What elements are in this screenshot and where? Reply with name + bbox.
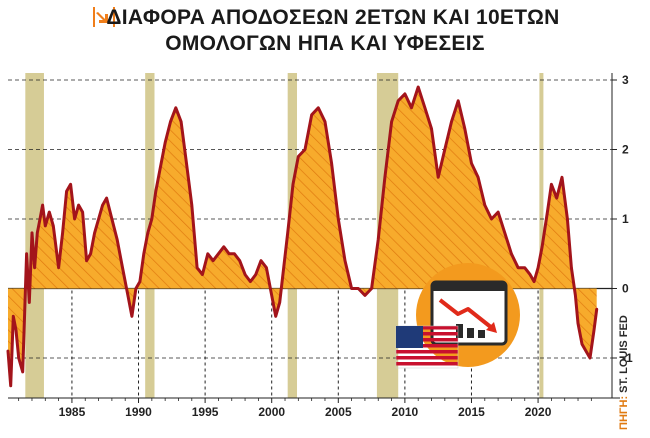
chart-plot: 3 2 1 0 -1 1985 1990 1995 2000 2005 2010 2015 2020 bbox=[6, 73, 633, 419]
flag-stripe bbox=[396, 332, 458, 336]
source-label: ΠΗΓΗ: ST. LOUIS FED bbox=[618, 315, 630, 430]
flag-stripe bbox=[396, 344, 458, 348]
recession-band bbox=[539, 73, 544, 398]
x-tick-label: 2020 bbox=[525, 405, 552, 419]
badge-bar-3 bbox=[478, 330, 485, 338]
flag-canton bbox=[396, 326, 423, 348]
y-tick-label: 3 bbox=[622, 73, 629, 87]
chart-header: ΔΙΑΦΟΡΑ ΑΠΟΔΟΣΕΩΝ 2ΕΤΩΝ ΚΑΙ 10ΕΤΩΝ ΟΜΟΛΟ… bbox=[0, 0, 650, 62]
x-tick-label: 2000 bbox=[258, 405, 285, 419]
x-tick-label: 2010 bbox=[392, 405, 419, 419]
x-tick-label: 1995 bbox=[192, 405, 219, 419]
flag-stripe bbox=[396, 356, 458, 360]
x-tick-label: 1985 bbox=[59, 405, 86, 419]
source-text: ST. LOUIS FED bbox=[618, 315, 630, 393]
source-prefix: ΠΗΓΗ: bbox=[618, 395, 630, 430]
flag-stripe bbox=[396, 362, 458, 366]
y-tick-label: 2 bbox=[622, 143, 629, 157]
recession-band bbox=[25, 73, 44, 398]
badge-bar-2 bbox=[467, 328, 474, 338]
flag-stripe bbox=[396, 326, 458, 330]
flag-stripe bbox=[396, 338, 458, 342]
y-tick-label: -1 bbox=[622, 351, 633, 365]
chart-title-line-1: ΔΙΑΦΟΡΑ ΑΠΟΔΟΣΕΩΝ 2ΕΤΩΝ ΚΑΙ 10ΕΤΩΝ bbox=[106, 6, 560, 29]
badge-down-arrow-icon bbox=[438, 298, 494, 330]
y-tick-label: 1 bbox=[622, 212, 629, 226]
badge-bar-1 bbox=[456, 324, 463, 338]
y-tick-label: 0 bbox=[622, 282, 629, 296]
x-tick-label: 2015 bbox=[458, 405, 485, 419]
spread-line bbox=[6, 85, 599, 388]
brand-arrow-icon bbox=[93, 7, 115, 27]
spread-area-fill bbox=[8, 87, 597, 386]
badge-arrowhead bbox=[486, 322, 497, 333]
badge-screen-bar bbox=[432, 282, 506, 291]
x-tick-label: 2005 bbox=[325, 405, 352, 419]
us-flag-icon bbox=[395, 325, 459, 369]
flag-stripe bbox=[396, 350, 458, 354]
chart-title-line-2: ΟΜΟΛΟΓΩΝ ΗΠΑ ΚΑΙ ΥΦΕΣΕΙΣ bbox=[165, 32, 485, 55]
x-tick-label: 1990 bbox=[125, 405, 152, 419]
